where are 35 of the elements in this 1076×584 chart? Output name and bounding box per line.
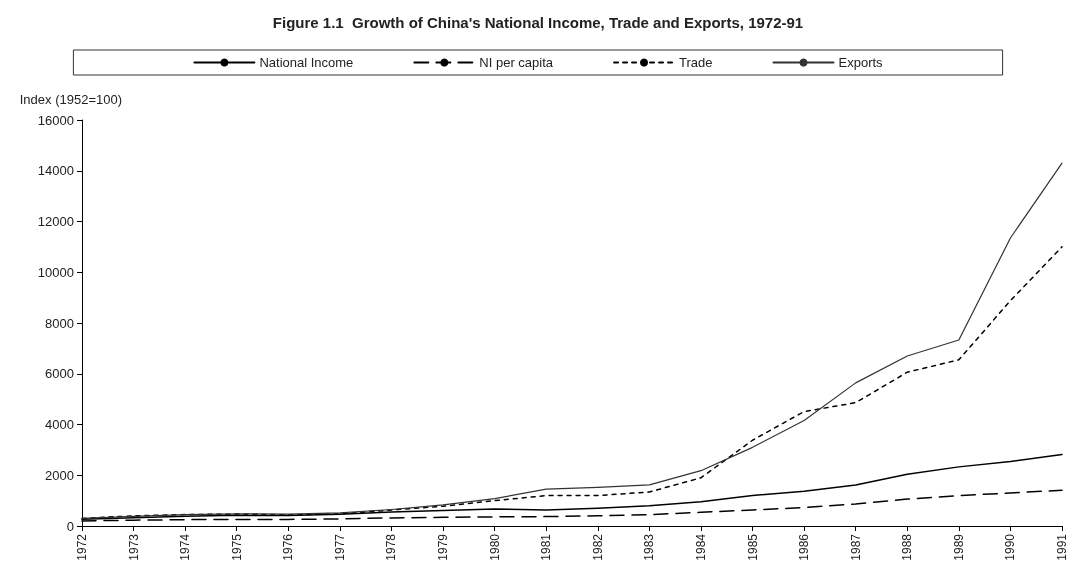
y-tick-label: 12000 (37, 214, 74, 229)
x-tick-label: 1988 (900, 533, 915, 561)
x-tick-label: 1986 (797, 533, 812, 561)
x-tick-label: 1977 (332, 533, 347, 561)
x-tick-label: 1974 (178, 533, 193, 561)
y-tick-label: 10000 (37, 264, 74, 280)
x-tick-label: 1990 (1003, 533, 1018, 561)
y-tick-label: 16000 (37, 112, 74, 128)
x-tick-label: 1978 (384, 533, 399, 561)
legend-label: National Income (259, 55, 354, 70)
x-tick-label: 1987 (848, 533, 863, 561)
x-tick-label: 1984 (693, 533, 708, 561)
y-tick-label: 8000 (45, 315, 74, 331)
x-tick-label: 1975 (229, 533, 244, 561)
x-tick-label: 1979 (436, 533, 451, 561)
x-tick-label: 1982 (590, 533, 605, 561)
legend-label: Exports (838, 55, 884, 70)
x-tick-label: 1972 (75, 533, 89, 561)
x-tick-label: 1983 (642, 533, 657, 561)
x-tick-label: 1989 (951, 533, 966, 561)
x-tick-label: 1991 (1055, 533, 1069, 561)
y-tick-label: 14000 (37, 163, 74, 179)
chart-title: Figure 1.1 Growth of China's National Income, Trade and Exports, 1972-91 (272, 14, 804, 31)
x-tick-label: 1973 (126, 533, 141, 561)
legend-label: NI per capita (479, 55, 554, 70)
x-tick-label: 1976 (281, 533, 296, 561)
y-tick-label: 0 (66, 518, 74, 534)
legend-label: Trade (679, 55, 713, 70)
y-tick-label: 2000 (45, 467, 74, 483)
x-tick-label: 1985 (745, 533, 760, 561)
y-axis-title: Index (1952=100) (19, 92, 122, 107)
x-tick-label: 1981 (539, 533, 554, 561)
x-tick-label: 1980 (487, 533, 502, 561)
y-tick-label: 4000 (45, 417, 74, 432)
y-tick-label: 6000 (45, 366, 74, 382)
